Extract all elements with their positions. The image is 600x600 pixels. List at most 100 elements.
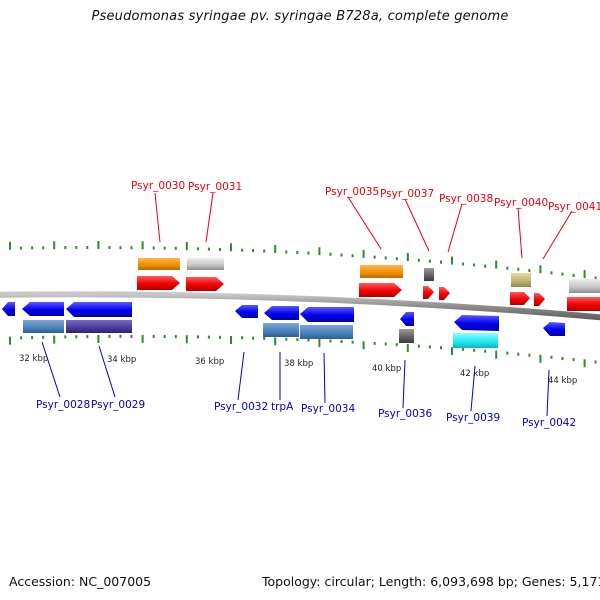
forward-leader-lines xyxy=(154,192,573,260)
feature-orange-psyr-0030[interactable] xyxy=(138,258,180,270)
label-psyr-0029[interactable]: Psyr_0029 xyxy=(91,399,145,411)
cds-psyr-0028[interactable] xyxy=(22,302,64,316)
cds-psyr-0041-start[interactable] xyxy=(534,293,545,306)
minor-tick xyxy=(440,346,442,350)
minor-tick xyxy=(594,276,597,280)
minor-tick xyxy=(119,246,122,250)
kbp-scale-labels: 32 kbp 34 kbp 36 kbp 38 kbp 40 kbp 42 kb… xyxy=(19,354,577,386)
major-tick xyxy=(53,335,56,344)
feature-dark-psyr-0037[interactable] xyxy=(424,268,434,281)
label-psyr-0042[interactable]: Psyr_0042 xyxy=(522,417,576,429)
cds-psyr-0040[interactable] xyxy=(510,292,530,305)
inner-tick-ring xyxy=(9,334,597,368)
cds-psyr-0030[interactable] xyxy=(137,276,180,290)
kbp-label-32: 32 kbp xyxy=(19,354,48,364)
cds-trpA[interactable] xyxy=(264,306,299,320)
minor-tick xyxy=(285,337,288,341)
cds-psyr-0042[interactable] xyxy=(543,322,565,336)
minor-tick xyxy=(528,269,531,272)
feature-silver-psyr-0041[interactable] xyxy=(569,279,600,293)
minor-tick xyxy=(174,246,177,250)
minor-tick xyxy=(86,246,89,249)
major-tick xyxy=(406,343,409,352)
minor-tick xyxy=(119,334,122,338)
leader-psyr-0035 xyxy=(347,196,382,250)
genome-title: Pseudomonas syringae pv. syringae B728a,… xyxy=(91,9,509,24)
cds-edge-left[interactable] xyxy=(2,302,15,316)
label-psyr-0034[interactable]: Psyr_0034 xyxy=(301,403,355,415)
major-tick xyxy=(274,245,277,253)
label-psyr-0038[interactable]: Psyr_0038 xyxy=(439,193,493,205)
major-tick xyxy=(230,336,232,344)
cds-psyr-0039[interactable] xyxy=(454,315,499,331)
label-psyr-0035[interactable]: Psyr_0035 xyxy=(325,186,379,198)
leader-psyr-0032 xyxy=(237,351,245,401)
label-psyr-0040[interactable]: Psyr_0040 xyxy=(494,197,548,209)
minor-tick xyxy=(130,246,133,250)
minor-tick xyxy=(307,338,310,342)
minor-tick xyxy=(528,353,531,357)
cds-psyr-0032[interactable] xyxy=(235,305,258,318)
minor-tick xyxy=(351,340,354,344)
minor-tick xyxy=(263,336,266,340)
label-psyr-0028[interactable]: Psyr_0028 xyxy=(36,399,90,411)
kbp-label-38: 38 kbp xyxy=(284,359,313,369)
leader-psyr-0040 xyxy=(517,207,523,259)
cds-psyr-0038[interactable] xyxy=(439,287,450,300)
label-psyr-0030[interactable]: Psyr_0030 xyxy=(131,180,185,192)
major-tick xyxy=(274,337,277,346)
feature-silver-psyr-0031[interactable] xyxy=(187,258,224,270)
feature-purple-psyr-0029[interactable] xyxy=(66,320,132,333)
cds-psyr-0031[interactable] xyxy=(186,277,224,291)
minor-tick xyxy=(64,335,67,339)
minor-tick xyxy=(163,335,166,338)
label-psyr-0036[interactable]: Psyr_0036 xyxy=(378,408,432,420)
minor-tick xyxy=(373,341,376,345)
major-tick xyxy=(362,341,365,350)
minor-tick xyxy=(152,246,155,250)
leader-psyr-0037 xyxy=(404,198,430,252)
major-tick xyxy=(495,260,498,269)
minor-tick xyxy=(196,335,199,339)
kbp-label-40: 40 kbp xyxy=(372,364,401,374)
minor-tick xyxy=(174,335,177,339)
feature-steel-psyr-0028[interactable] xyxy=(23,320,64,333)
minor-tick xyxy=(86,335,89,339)
label-psyr-0041[interactable]: Psyr_0041 xyxy=(548,201,600,213)
label-psyr-0039[interactable]: Psyr_0039 xyxy=(446,412,500,424)
label-trpA[interactable]: trpA xyxy=(271,401,294,413)
major-tick xyxy=(318,339,321,347)
kbp-label-34: 34 kbp xyxy=(107,355,136,365)
major-tick xyxy=(185,242,188,251)
cds-psyr-0034[interactable] xyxy=(300,307,354,322)
cds-psyr-0037[interactable] xyxy=(423,286,434,299)
major-tick xyxy=(230,243,232,252)
label-psyr-0031[interactable]: Psyr_0031 xyxy=(188,181,242,193)
major-tick xyxy=(539,354,542,363)
minor-tick xyxy=(20,336,23,340)
cds-psyr-0041[interactable] xyxy=(567,297,600,311)
minor-tick xyxy=(296,338,299,342)
minor-tick xyxy=(473,348,476,352)
feature-steel-trpA[interactable] xyxy=(263,323,299,337)
label-psyr-0037[interactable]: Psyr_0037 xyxy=(380,188,434,200)
minor-tick xyxy=(351,254,354,258)
minor-tick xyxy=(384,342,387,346)
label-psyr-0032[interactable]: Psyr_0032 xyxy=(214,401,268,413)
reverse-leader-lines xyxy=(41,341,550,417)
minor-tick xyxy=(484,264,487,268)
minor-tick xyxy=(517,267,520,271)
feature-dark-psyr-0036[interactable] xyxy=(399,329,414,343)
feature-olive-psyr-0040[interactable] xyxy=(511,273,531,287)
minor-tick xyxy=(207,247,210,251)
feature-orange-psyr-0035[interactable] xyxy=(360,265,403,278)
feature-steel-psyr-0034[interactable] xyxy=(300,325,353,339)
cds-psyr-0036[interactable] xyxy=(400,312,414,326)
cds-psyr-0035[interactable] xyxy=(359,283,402,297)
minor-tick xyxy=(152,334,155,338)
feature-cyan-psyr-0039[interactable] xyxy=(453,333,498,348)
leader-psyr-0028 xyxy=(41,341,61,398)
minor-tick xyxy=(473,263,476,267)
cds-psyr-0029[interactable] xyxy=(66,302,132,317)
